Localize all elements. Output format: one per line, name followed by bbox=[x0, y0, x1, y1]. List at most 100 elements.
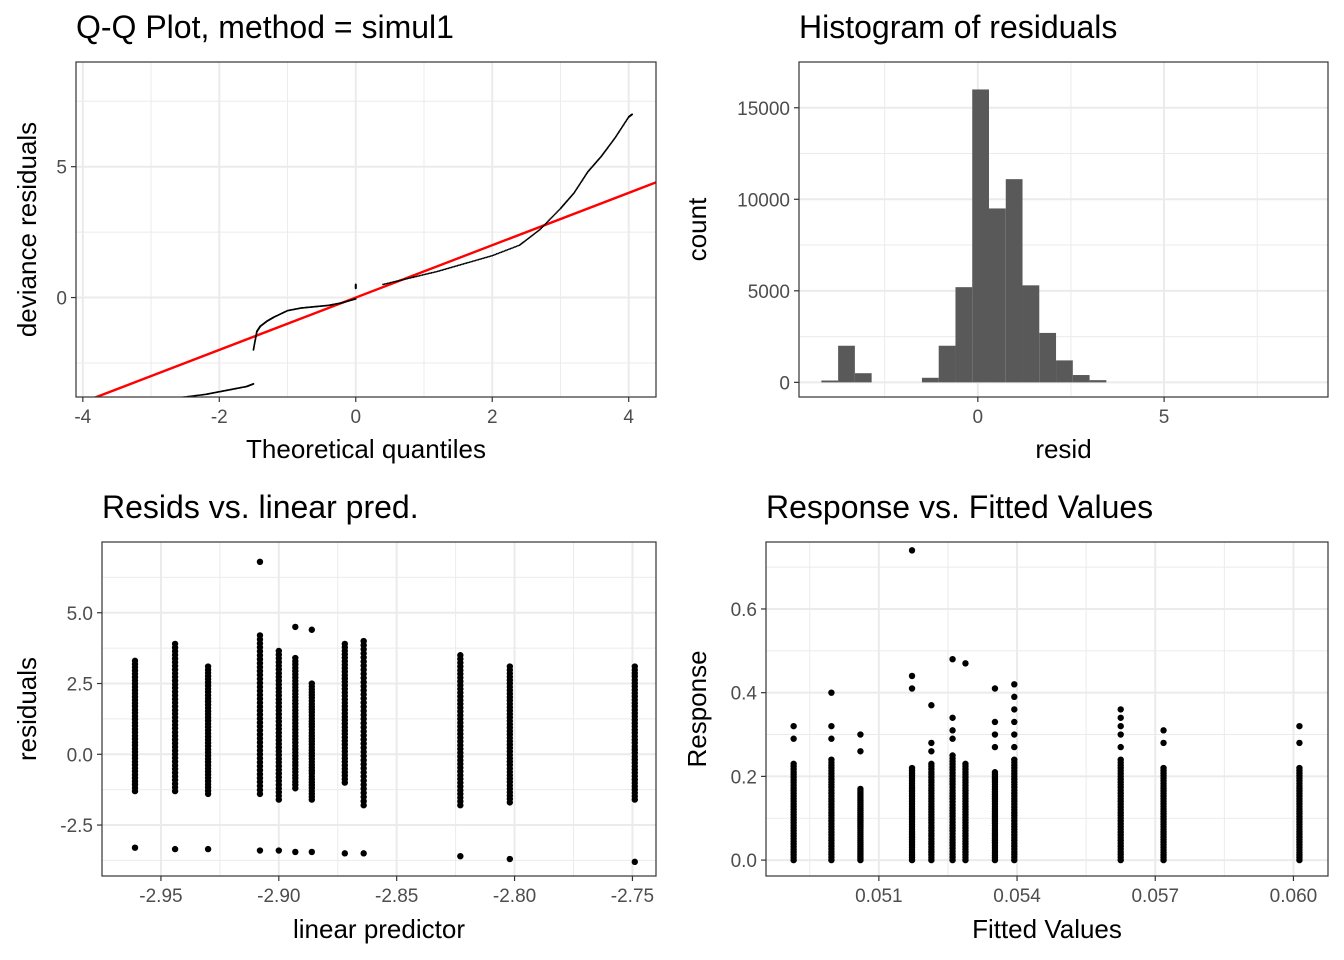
chart-title: Response vs. Fitted Values bbox=[766, 489, 1153, 525]
chart-title: Resids vs. linear pred. bbox=[102, 489, 419, 525]
response-point bbox=[1011, 706, 1018, 713]
panel-frame bbox=[765, 541, 1329, 877]
qq-point bbox=[424, 273, 427, 276]
y-tick-label: 0.0 bbox=[67, 745, 93, 766]
histogram-bar bbox=[1072, 375, 1090, 383]
qq-point bbox=[392, 281, 395, 283]
response-point bbox=[991, 685, 999, 692]
qq-point bbox=[410, 276, 413, 279]
data-marks bbox=[131, 558, 638, 866]
qq-point bbox=[415, 275, 418, 278]
qq-point bbox=[539, 228, 541, 231]
response-point bbox=[1117, 731, 1124, 738]
response-point bbox=[1117, 714, 1124, 721]
response-point bbox=[908, 672, 916, 680]
x-tick-label: 0.057 bbox=[1131, 886, 1179, 907]
residual-point bbox=[275, 647, 283, 655]
residual-point bbox=[308, 848, 316, 856]
qq-point bbox=[383, 283, 386, 285]
residual-point bbox=[360, 637, 367, 645]
qq-point bbox=[479, 258, 482, 261]
qq-point bbox=[486, 256, 489, 258]
residual-point bbox=[360, 850, 367, 857]
qq-point bbox=[414, 275, 416, 278]
qq-point bbox=[504, 249, 507, 252]
qq-point bbox=[439, 269, 442, 272]
qq-point bbox=[553, 213, 556, 216]
response-point bbox=[1011, 693, 1018, 701]
y-tick-label: 0 bbox=[779, 373, 790, 394]
qq-point bbox=[541, 226, 544, 229]
x-tick-label: 0.051 bbox=[855, 886, 903, 907]
qq-point bbox=[382, 283, 384, 286]
qq-point bbox=[421, 274, 424, 276]
qq-point bbox=[511, 247, 513, 250]
gridlines bbox=[102, 542, 656, 876]
qq-point bbox=[545, 221, 548, 224]
qq-point bbox=[482, 257, 485, 260]
qq-point bbox=[508, 248, 510, 251]
y-axis-label: count bbox=[682, 197, 712, 261]
response-point bbox=[928, 739, 935, 747]
qq-point bbox=[459, 263, 462, 266]
qq-point bbox=[543, 223, 546, 226]
x-tick-label: -2.80 bbox=[493, 886, 536, 907]
response-point bbox=[949, 727, 956, 734]
x-tick-label: 0.060 bbox=[1270, 886, 1318, 907]
qq-point bbox=[453, 265, 456, 268]
qq-point bbox=[438, 270, 441, 272]
qq-point bbox=[501, 250, 504, 253]
residual-point bbox=[457, 652, 464, 659]
residual-point bbox=[308, 626, 316, 633]
response-point bbox=[908, 547, 916, 554]
qq-point bbox=[417, 275, 419, 278]
residual-point bbox=[171, 845, 179, 853]
y-tick-label: 5 bbox=[56, 158, 67, 179]
response-point bbox=[949, 714, 956, 721]
qq-point bbox=[498, 251, 501, 254]
panel-qq: -4 -2 0 2 4 0 5 Q-Q Plot, method = simul1 Theore… bbox=[12, 9, 657, 464]
qq-point bbox=[551, 215, 554, 218]
response-point bbox=[908, 764, 916, 772]
response-point bbox=[908, 685, 916, 692]
qq-point bbox=[462, 263, 465, 265]
response-point bbox=[828, 722, 835, 730]
qq-point bbox=[398, 279, 401, 282]
histogram-bar bbox=[988, 208, 1006, 383]
qq-point bbox=[500, 251, 503, 254]
panel-frame bbox=[101, 541, 657, 877]
qq-point bbox=[385, 282, 387, 285]
x-tick-label: 4 bbox=[623, 407, 634, 428]
y-axis-label: deviance residuals bbox=[12, 122, 42, 337]
qq-point bbox=[432, 271, 434, 274]
response-point bbox=[1011, 743, 1018, 751]
residual-point bbox=[506, 663, 514, 670]
qq-point bbox=[470, 260, 472, 263]
qq-point bbox=[494, 253, 497, 256]
qq-point bbox=[558, 208, 561, 211]
qq-point bbox=[441, 269, 444, 271]
qq-point bbox=[548, 219, 550, 222]
chart-title: Q-Q Plot, method = simul1 bbox=[76, 9, 454, 45]
histogram-bar bbox=[938, 345, 956, 383]
residual-point bbox=[457, 852, 464, 860]
qq-point bbox=[456, 264, 459, 267]
qq-point bbox=[427, 272, 430, 275]
qq-point bbox=[395, 280, 398, 283]
qq-point bbox=[252, 383, 255, 385]
qq-point bbox=[550, 216, 553, 219]
qq-point bbox=[430, 271, 433, 274]
qq-point bbox=[403, 278, 406, 281]
qq-point bbox=[354, 283, 357, 286]
qq-point bbox=[404, 278, 407, 280]
panel-frame bbox=[75, 61, 657, 398]
histogram-bar bbox=[1039, 332, 1057, 383]
histogram-bar bbox=[854, 373, 872, 383]
histogram-bar bbox=[1005, 179, 1023, 383]
response-point bbox=[1011, 731, 1018, 738]
response-point bbox=[828, 689, 835, 696]
x-tick-label: -2 bbox=[211, 407, 228, 428]
residual-point bbox=[292, 654, 299, 662]
x-axis-label: linear predictor bbox=[293, 914, 465, 944]
response-point bbox=[1296, 764, 1303, 772]
